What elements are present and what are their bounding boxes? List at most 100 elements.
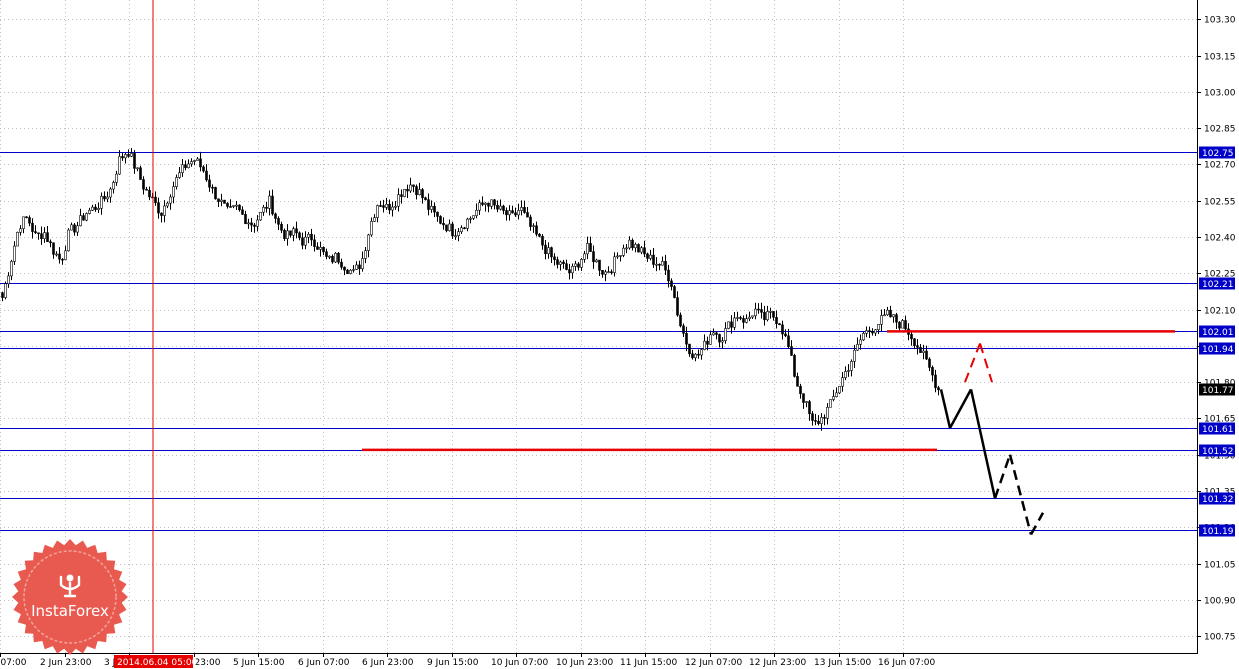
- level-label-box: [1199, 342, 1235, 355]
- level-label-box: [1199, 422, 1235, 435]
- candle-body: [580, 259, 583, 268]
- candle-body: [619, 255, 622, 257]
- candle-body: [547, 247, 550, 255]
- candle-body: [226, 203, 229, 207]
- x-tick-label: 9 Jun 15:00: [427, 658, 479, 668]
- candle-body: [73, 224, 76, 233]
- candle-body: [736, 317, 739, 319]
- candle-body: [790, 346, 793, 356]
- candle-body: [169, 196, 172, 204]
- candle-body: [598, 259, 601, 271]
- x-tick-label: 10 Jun 23:00: [556, 658, 613, 668]
- candle-body: [103, 195, 106, 200]
- candle-body: [181, 164, 184, 173]
- y-tick-label: 103.15: [1204, 53, 1236, 63]
- candle-body: [193, 160, 196, 162]
- candle-body: [889, 309, 892, 318]
- candle-body: [34, 231, 37, 234]
- candle-body: [4, 283, 7, 298]
- candle-body: [916, 345, 919, 348]
- candle-body: [820, 417, 823, 424]
- level-label-text: 102.21: [1202, 280, 1234, 290]
- candle-body: [703, 340, 706, 350]
- candle-body: [742, 318, 745, 323]
- candle-body: [211, 186, 214, 189]
- candle-body: [244, 214, 247, 225]
- candle-body: [778, 323, 781, 326]
- candle-body: [841, 377, 844, 387]
- candle-body: [583, 253, 586, 260]
- candle-body: [895, 314, 898, 323]
- candle-body: [544, 244, 547, 255]
- level-label-text: 101.52: [1202, 447, 1234, 457]
- candle-body: [334, 252, 337, 263]
- candle-body: [238, 204, 241, 211]
- candle-body: [343, 266, 346, 271]
- candle-body: [316, 246, 319, 250]
- candle-body: [679, 314, 682, 327]
- candle-body: [628, 239, 631, 249]
- candle-body: [235, 204, 238, 207]
- candle-body: [328, 255, 331, 258]
- candle-body: [799, 386, 802, 394]
- level-label-box: [1199, 277, 1235, 290]
- level-label-box: [1199, 444, 1235, 457]
- candle-body: [94, 206, 97, 210]
- x-tick-label: 12 Jun 07:00: [685, 658, 742, 668]
- candle-body: [493, 199, 496, 206]
- current-price-text: 101.77: [1202, 386, 1234, 396]
- logo-brand-text: InstaForex: [31, 602, 109, 620]
- candle-body: [850, 361, 853, 371]
- candle-body: [442, 223, 445, 226]
- candle-body: [382, 205, 385, 208]
- candle-body: [670, 280, 673, 287]
- candle-body: [1, 292, 4, 298]
- y-tick-label: 102.85: [1204, 125, 1236, 135]
- candlestick-series: [1, 148, 940, 431]
- candle-body: [187, 163, 190, 169]
- candle-body: [682, 325, 685, 334]
- candle-body: [364, 250, 367, 259]
- candle-body: [283, 229, 286, 239]
- candle-body: [868, 330, 871, 332]
- candle-body: [79, 215, 82, 227]
- candle-body: [346, 269, 349, 274]
- candle-body: [604, 271, 607, 275]
- candle-body: [832, 396, 835, 400]
- forecast-segment: [939, 389, 952, 429]
- candle-body: [352, 269, 355, 271]
- forecast-segment: [1008, 454, 1033, 535]
- candle-body: [724, 328, 727, 341]
- candle-body: [427, 199, 430, 210]
- candle-body: [715, 332, 718, 335]
- candle-body: [85, 213, 88, 221]
- x-tick-label: 4 Jun 23:00: [169, 658, 221, 668]
- forecast-segment: [1029, 512, 1045, 536]
- x-tick-label: 5 Jun 15:00: [233, 658, 285, 668]
- current-price-box: [1199, 383, 1235, 396]
- candle-body: [739, 317, 742, 319]
- candle-body: [613, 256, 616, 273]
- level-label-text: 101.32: [1202, 495, 1234, 505]
- candle-body: [700, 349, 703, 356]
- candle-body: [721, 340, 724, 343]
- candle-body: [424, 197, 427, 200]
- candle-body: [772, 311, 775, 318]
- candle-body: [19, 228, 22, 233]
- x-tick-label: 2 Jun 23:00: [40, 658, 92, 668]
- candle-body: [505, 210, 508, 216]
- candle-body: [232, 205, 235, 207]
- candle-body: [817, 420, 820, 424]
- candle-body: [250, 222, 253, 226]
- candle-body: [802, 393, 805, 403]
- candle-body: [277, 218, 280, 225]
- candle-body: [289, 230, 292, 236]
- candle-body: [787, 335, 790, 347]
- candle-body: [37, 232, 40, 235]
- candle-body: [319, 247, 322, 250]
- candle-body: [865, 330, 868, 334]
- candle-body: [367, 234, 370, 251]
- candle-body: [160, 212, 163, 216]
- candle-body: [430, 205, 433, 210]
